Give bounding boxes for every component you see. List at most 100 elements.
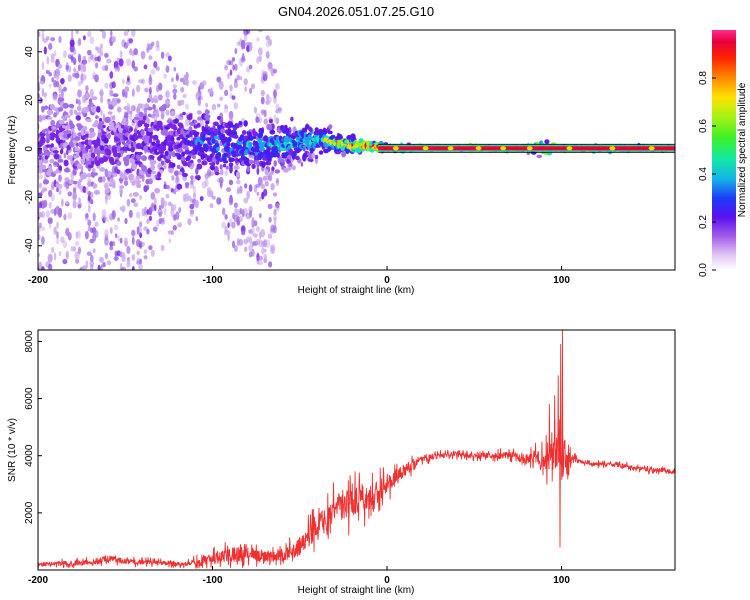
spectrogram-cell bbox=[258, 116, 263, 124]
spectrogram-cell bbox=[172, 84, 177, 89]
spectrogram-cell bbox=[52, 126, 56, 130]
spectrogram-cell bbox=[176, 153, 182, 160]
spectrogram-cell bbox=[69, 109, 74, 116]
spectrogram-cell bbox=[233, 82, 239, 89]
spectrogram-cell bbox=[42, 168, 47, 173]
spectrogram-cell bbox=[270, 183, 275, 191]
spectrogram-cell bbox=[209, 162, 216, 166]
spectrogram-cell bbox=[41, 114, 46, 121]
spectrogram-cell bbox=[228, 196, 234, 206]
spectrogram-cell bbox=[236, 209, 241, 217]
spectrogram-cell bbox=[68, 65, 72, 73]
snr-x-tick-label: 0 bbox=[384, 575, 390, 586]
spectrogram-cell bbox=[53, 153, 60, 160]
spectrogram-cell bbox=[154, 204, 157, 212]
spectrogram-cell bbox=[266, 93, 270, 101]
spectrogram-cell bbox=[165, 109, 170, 116]
spectrogram-cell bbox=[82, 186, 87, 193]
spectrogram-cell bbox=[50, 58, 55, 63]
spectrogram-cell bbox=[236, 74, 241, 81]
spectrogram-cell bbox=[74, 147, 79, 152]
spectrogram-cell bbox=[125, 80, 131, 86]
snr-x-axis: -200 -100 0 100 bbox=[28, 566, 570, 586]
spectrogram-cell bbox=[201, 135, 206, 142]
spectrogram-cell bbox=[119, 237, 123, 244]
spectrogram-cell bbox=[266, 146, 271, 152]
spectrogram-cell bbox=[60, 78, 65, 84]
spectrogram-cell bbox=[43, 128, 50, 132]
spectrogram-cell bbox=[261, 247, 265, 255]
spectrogram-cell bbox=[176, 183, 183, 190]
spectrogram-cell bbox=[111, 209, 116, 219]
spectrogram-cell bbox=[78, 197, 81, 203]
spectrogram-cell bbox=[153, 197, 157, 205]
spectrogram-cell bbox=[64, 114, 71, 119]
spectrogram-cell bbox=[179, 113, 183, 118]
spectrogram-cell bbox=[41, 61, 45, 70]
spectrogram-cell bbox=[225, 165, 229, 170]
spectrogram-cell bbox=[139, 232, 143, 239]
spectrogram-cell bbox=[107, 111, 113, 115]
spectrogram-cell bbox=[42, 179, 50, 185]
spectrogram-cell bbox=[249, 45, 253, 52]
spectrogram-cell bbox=[143, 206, 148, 215]
spectrogram-cell bbox=[50, 119, 56, 127]
spectrogram-cell bbox=[53, 252, 57, 261]
spectrogram-cell bbox=[260, 228, 265, 238]
spectrogram-cell bbox=[146, 117, 150, 125]
spectrogram-cell bbox=[227, 233, 230, 242]
spectrogram-cell bbox=[228, 162, 234, 168]
spectrogram-cell bbox=[129, 110, 133, 115]
spectrogram-cell bbox=[104, 189, 111, 193]
spectrogram-cell bbox=[278, 109, 282, 114]
spectrogram-cell bbox=[170, 208, 175, 218]
spectrogram-cell bbox=[249, 236, 253, 245]
spectrogram-cell bbox=[295, 155, 300, 161]
chart-title: GN04.2026.051.07.25.G10 bbox=[278, 4, 434, 19]
spectrogram-cell bbox=[205, 120, 210, 125]
spectrogram-cell bbox=[251, 136, 257, 140]
spectrogram-cell bbox=[189, 203, 195, 210]
spectrogram-cell bbox=[238, 185, 243, 194]
spectrogram-cell bbox=[154, 98, 159, 104]
spectrogram-cell bbox=[46, 56, 50, 65]
spectrogram-cell bbox=[126, 103, 131, 112]
spectrogram-cell bbox=[273, 217, 277, 226]
spectrogram-cell bbox=[229, 157, 236, 162]
spectrogram-cell bbox=[89, 36, 95, 45]
spectrogram-cell bbox=[107, 132, 111, 140]
spectrogram-cell bbox=[300, 162, 304, 167]
spectrogram-cell bbox=[253, 233, 258, 238]
spectrogram-cell bbox=[91, 96, 98, 101]
spectrogram-cell bbox=[62, 86, 67, 92]
spectrogram-cell bbox=[260, 183, 266, 189]
spectrogram-cell bbox=[70, 37, 75, 46]
spectrogram-cell bbox=[89, 88, 94, 98]
spectrogram-cell bbox=[254, 160, 260, 165]
spectrogram-cell bbox=[122, 117, 127, 123]
spectrogram-cell bbox=[65, 183, 69, 192]
spectrogram-cell bbox=[247, 131, 252, 137]
spectrogram-cell bbox=[274, 139, 279, 146]
spectrogram-cell bbox=[257, 260, 263, 266]
spectrogram-cell bbox=[62, 142, 68, 149]
spectrogram-cell bbox=[176, 164, 181, 170]
spectrogram-cell bbox=[260, 89, 265, 97]
spectrogram-cell bbox=[138, 79, 144, 84]
spectrogram-cell bbox=[104, 52, 109, 58]
spectrogram-x-label: Height of straight line (km) bbox=[298, 285, 415, 296]
spectrogram-cell bbox=[59, 148, 64, 155]
spectrogram-cell bbox=[72, 48, 77, 56]
spectrogram-cell bbox=[80, 141, 86, 145]
spectrogram-cell bbox=[216, 151, 222, 159]
spectrogram-cell bbox=[38, 30, 41, 38]
spectrogram-cell bbox=[61, 198, 64, 207]
spectrogram-cell bbox=[48, 256, 53, 263]
spectrogram-cell bbox=[273, 208, 277, 216]
spectrogram-cell bbox=[70, 56, 74, 61]
spectrogram-cell bbox=[149, 155, 155, 160]
spectrogram-cell bbox=[201, 160, 208, 166]
spectrogram-cell bbox=[222, 163, 227, 168]
spectrogram-cell bbox=[99, 30, 104, 32]
spectrogram-cell bbox=[111, 99, 117, 107]
